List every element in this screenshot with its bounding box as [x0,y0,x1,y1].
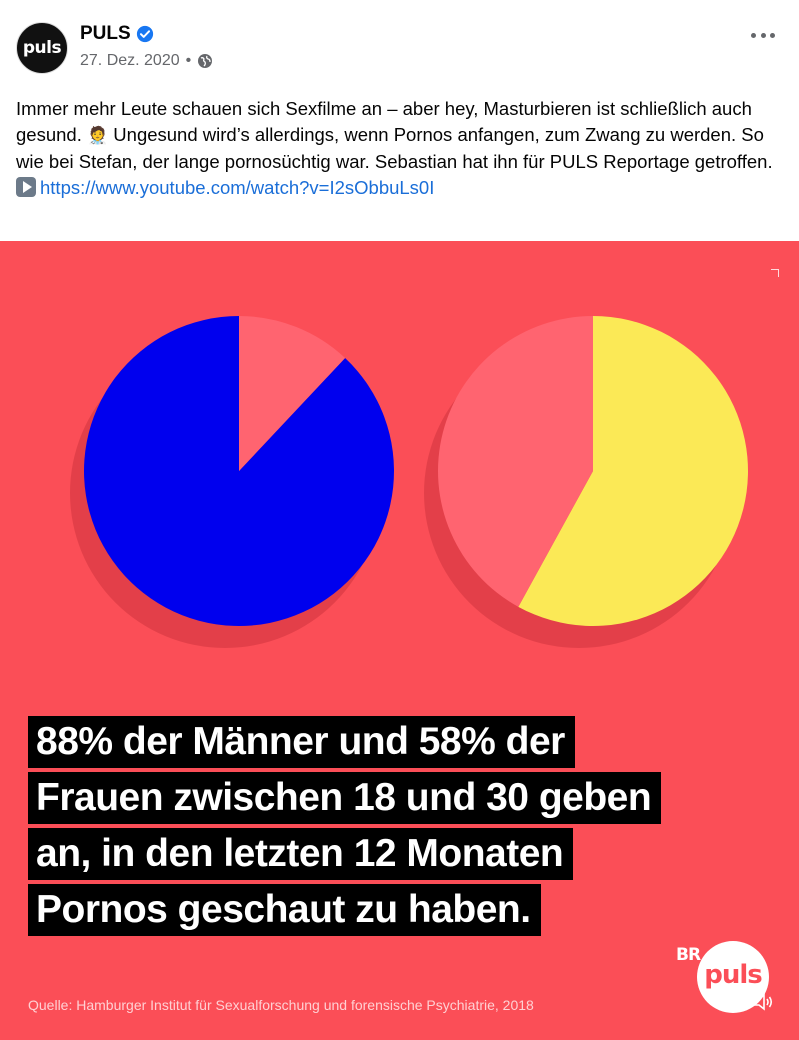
headline-line-3: an, in den letzten 12 Monaten [28,828,574,880]
headline: 88% der Männer und 58% der Frauen zwisch… [28,716,768,940]
pie-slice-1-1 [83,316,394,626]
post-header: puls PULS 27. Dez. 2020 • [0,0,799,90]
post-meta: 27. Dez. 2020 • [80,52,213,70]
pie-slice-1-2 [239,316,346,471]
verified-badge-icon [136,25,153,43]
author-name[interactable]: PULS [80,23,154,45]
author-label[interactable]: PULS [80,23,131,44]
youtube-link[interactable]: https://www.youtube.com/watch?v=I2sObbuL… [40,177,435,198]
avatar[interactable]: puls [16,22,68,74]
post-text: Immer mehr Leute schauen sich Sexfilme a… [16,96,776,201]
headline-line-2: Frauen zwischen 18 und 30 geben [28,772,662,824]
pie-charts [70,316,749,648]
avatar-text: puls [22,38,62,58]
globe-icon[interactable] [197,53,213,69]
post-text-part-2: Ungesund wird’s allerdings, wenn Pornos … [16,124,773,172]
pie-slice-2-1 [518,316,749,626]
sound-icon[interactable] [752,991,774,1013]
headline-line-1: 88% der Männer und 58% der [28,716,575,768]
play-button-emoji-icon [16,177,36,197]
headline-line-4: Pornos geschaut zu haben. [28,884,541,936]
pie-chart-men [70,316,394,648]
corner-mark-icon [771,269,779,277]
puls-logo-text: puls [704,960,763,990]
post-image[interactable]: 88% der Männer und 58% der Frauen zwisch… [0,241,799,1040]
doctor-emoji-icon: 🧑‍⚕️ [86,126,109,145]
pie-chart-women [424,316,749,648]
puls-logo: puls [697,941,769,1013]
post-date[interactable]: 27. Dez. 2020 [80,52,180,69]
pie-slice-2-2 [437,316,593,607]
post-text-part-1: Immer mehr Leute schauen sich Sexfilme a… [16,98,752,145]
source-caption: Quelle: Hamburger Institut für Sexualfor… [28,997,534,1013]
more-options-icon[interactable] [751,28,775,42]
br-logo: BR [676,945,701,965]
meta-separator: • [185,52,192,69]
